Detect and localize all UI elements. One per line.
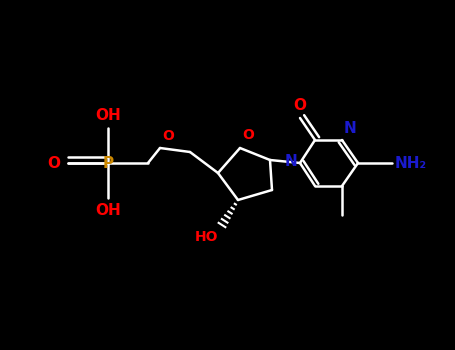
- Text: NH₂: NH₂: [395, 155, 427, 170]
- Text: N: N: [284, 154, 297, 168]
- Text: O: O: [293, 98, 307, 113]
- Text: OH: OH: [95, 108, 121, 123]
- Text: OH: OH: [95, 203, 121, 218]
- Text: O: O: [242, 128, 254, 142]
- Text: N: N: [344, 121, 357, 136]
- Text: O: O: [47, 155, 60, 170]
- Text: O: O: [162, 129, 174, 143]
- Text: HO: HO: [194, 230, 218, 244]
- Text: P: P: [102, 155, 114, 170]
